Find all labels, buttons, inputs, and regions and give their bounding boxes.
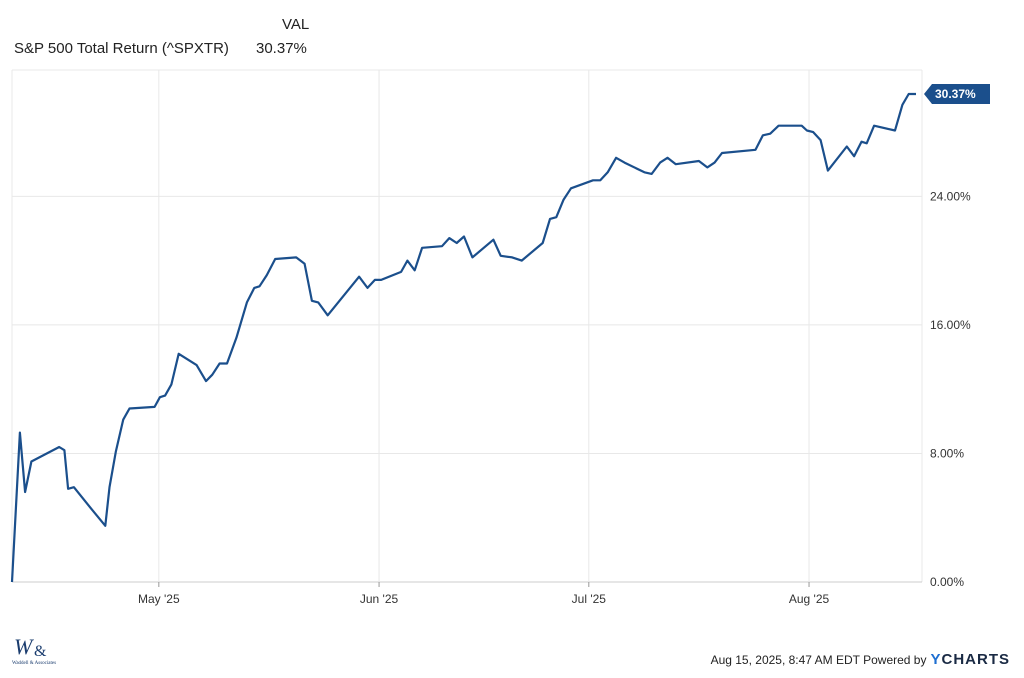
y-tick-label: 24.00% (930, 189, 971, 203)
svg-text:Waddell & Associates: Waddell & Associates (12, 661, 56, 666)
y-axis-ticks: 0.00% 8.00% 16.00% 24.00% (930, 189, 971, 589)
y-tick-label: 16.00% (930, 318, 971, 332)
chart-footer: Aug 15, 2025, 8:47 AM EDT Powered by YCH… (711, 651, 1010, 668)
waddell-logo: W & Waddell & Associates (12, 634, 56, 666)
y-tick-label: 0.00% (930, 575, 964, 589)
legend-row: S&P 500 Total Return (^SPXTR) 30.37% (14, 40, 314, 57)
x-tick-label: May '25 (138, 592, 180, 606)
ycharts-y-icon: Y (930, 651, 942, 668)
svg-text:&: & (34, 643, 47, 660)
grid-lines (11, 69, 923, 587)
legend-header: VAL (282, 16, 310, 33)
footer-timestamp: Aug 15, 2025, 8:47 AM EDT Powered by (710, 652, 927, 667)
end-value-flag (924, 84, 990, 104)
legend-series-value: 30.37% (256, 40, 307, 57)
end-value-label: 30.37% (935, 87, 976, 101)
y-tick-label: 8.00% (930, 446, 964, 460)
ycharts-brand[interactable]: YCHARTS (930, 651, 1010, 668)
end-value-marker: 30.37% (924, 84, 990, 104)
x-axis-ticks: May '25 Jun '25 Jul '25 Aug '25 (138, 592, 830, 606)
series-line-spxtr (10, 92, 916, 583)
x-tick-label: Jul '25 (572, 592, 607, 606)
svg-text:W: W (14, 634, 34, 659)
ycharts-brand-text: CHARTS (941, 651, 1010, 668)
x-tick-label: Aug '25 (789, 592, 830, 606)
legend-series-label: S&P 500 Total Return (^SPXTR) (14, 40, 229, 57)
x-tick-label: Jun '25 (360, 592, 399, 606)
